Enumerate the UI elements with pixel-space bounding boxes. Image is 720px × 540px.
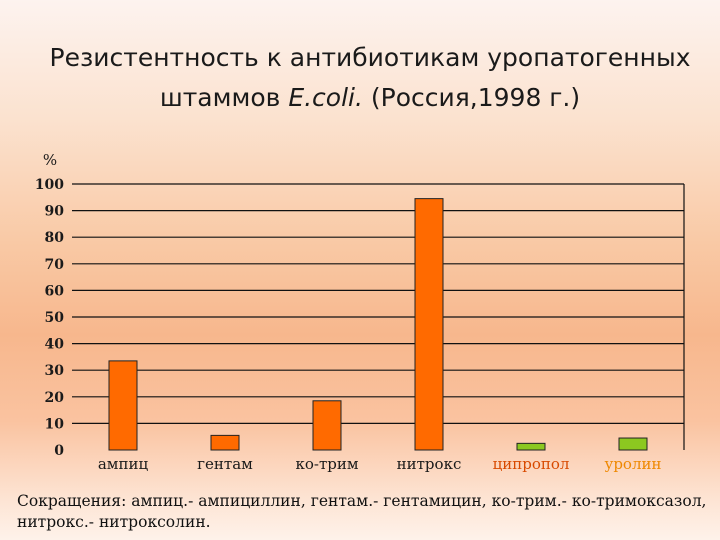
labels-layer: 0 10 20 30 40 50 60 70 80 90 100 ампиц гентам ко-трим… <box>35 177 662 473</box>
y-tick-label: 10 <box>45 416 65 432</box>
y-tick-label: 50 <box>45 310 65 326</box>
bar <box>210 434 240 451</box>
abbreviations-footnote: Сокращения: ампиц.- ампициллин, гентам.-… <box>17 492 707 531</box>
y-tick-label: 80 <box>45 230 65 246</box>
y-tick-label: 0 <box>54 443 64 459</box>
title-species: E.coli. <box>288 83 363 112</box>
bar <box>312 400 342 451</box>
x-tick-label: ко-трим <box>295 455 358 473</box>
bar <box>108 360 138 451</box>
y-tick-label: 30 <box>45 363 65 379</box>
x-tick-label: ципропол <box>493 455 570 473</box>
chart-title: Резистентность к антибиотикам уропатоген… <box>20 38 720 118</box>
y-tick-label: 60 <box>45 283 65 299</box>
x-tick-label: нитрокс <box>397 455 462 473</box>
title-line-2-prefix: штаммов <box>159 83 289 112</box>
y-tick-label: 100 <box>35 177 64 193</box>
x-tick-label: уролин <box>605 455 662 473</box>
title-line-1: Резистентность к антибиотикам уропатоген… <box>49 43 691 72</box>
y-tick-label: 40 <box>45 337 65 353</box>
y-axis-unit-label: % <box>43 151 57 169</box>
bars-layer <box>108 198 648 451</box>
title-line-2: штаммов E.coli. (Россия,1998 г.) <box>20 78 720 118</box>
y-tick-label: 20 <box>45 390 65 406</box>
bar <box>618 437 648 451</box>
grid-layer <box>72 183 685 450</box>
x-tick-label: ампиц <box>98 455 149 473</box>
title-line-2-suffix: (Россия,1998 г.) <box>362 83 581 112</box>
x-tick-label: гентам <box>197 455 253 473</box>
bar <box>414 198 444 451</box>
bar <box>516 442 546 451</box>
y-tick-label: 90 <box>45 204 65 220</box>
y-tick-label: 70 <box>45 257 65 273</box>
